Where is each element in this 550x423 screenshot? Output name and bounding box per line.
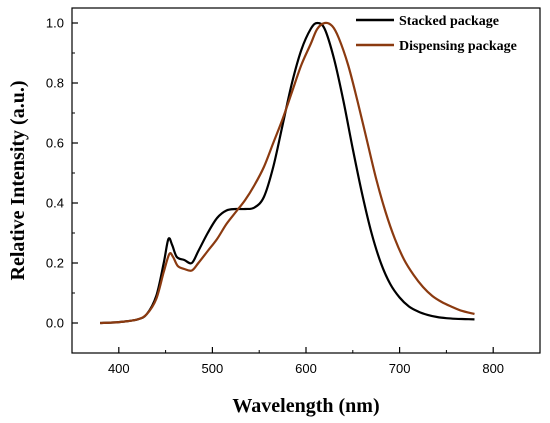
x-tick-label: 800 bbox=[482, 361, 504, 376]
y-tick-label: 0.2 bbox=[46, 256, 64, 271]
y-tick-label: 0.8 bbox=[46, 76, 64, 91]
series-lines bbox=[100, 21, 475, 325]
y-tick-label: 0.4 bbox=[46, 196, 64, 211]
y-tick-label: 0.6 bbox=[46, 136, 64, 151]
y-axis-title: Relative Intensity (a.u.) bbox=[7, 81, 29, 281]
y-axis-ticks: 0.0 0.2 0.4 0.6 0.8 1.0 bbox=[46, 16, 78, 354]
y-tick-label: 0.0 bbox=[46, 316, 64, 331]
x-tick-label: 500 bbox=[202, 361, 224, 376]
legend: Stacked package Dispensing package bbox=[356, 14, 517, 54]
x-axis-title: Wavelength (nm) bbox=[232, 395, 379, 417]
x-tick-label: 600 bbox=[295, 361, 317, 376]
x-axis-ticks: 400 500 600 700 800 bbox=[71, 347, 541, 376]
series-line-stacked-package bbox=[100, 21, 475, 325]
x-tick-label: 400 bbox=[108, 361, 130, 376]
legend-label: Dispensing package bbox=[399, 39, 517, 54]
series-line-dispensing-package bbox=[100, 21, 475, 325]
legend-label: Stacked package bbox=[399, 14, 499, 29]
x-tick-label: 700 bbox=[389, 361, 411, 376]
y-tick-label: 1.0 bbox=[46, 16, 64, 31]
plot-area-frame bbox=[71, 7, 541, 354]
